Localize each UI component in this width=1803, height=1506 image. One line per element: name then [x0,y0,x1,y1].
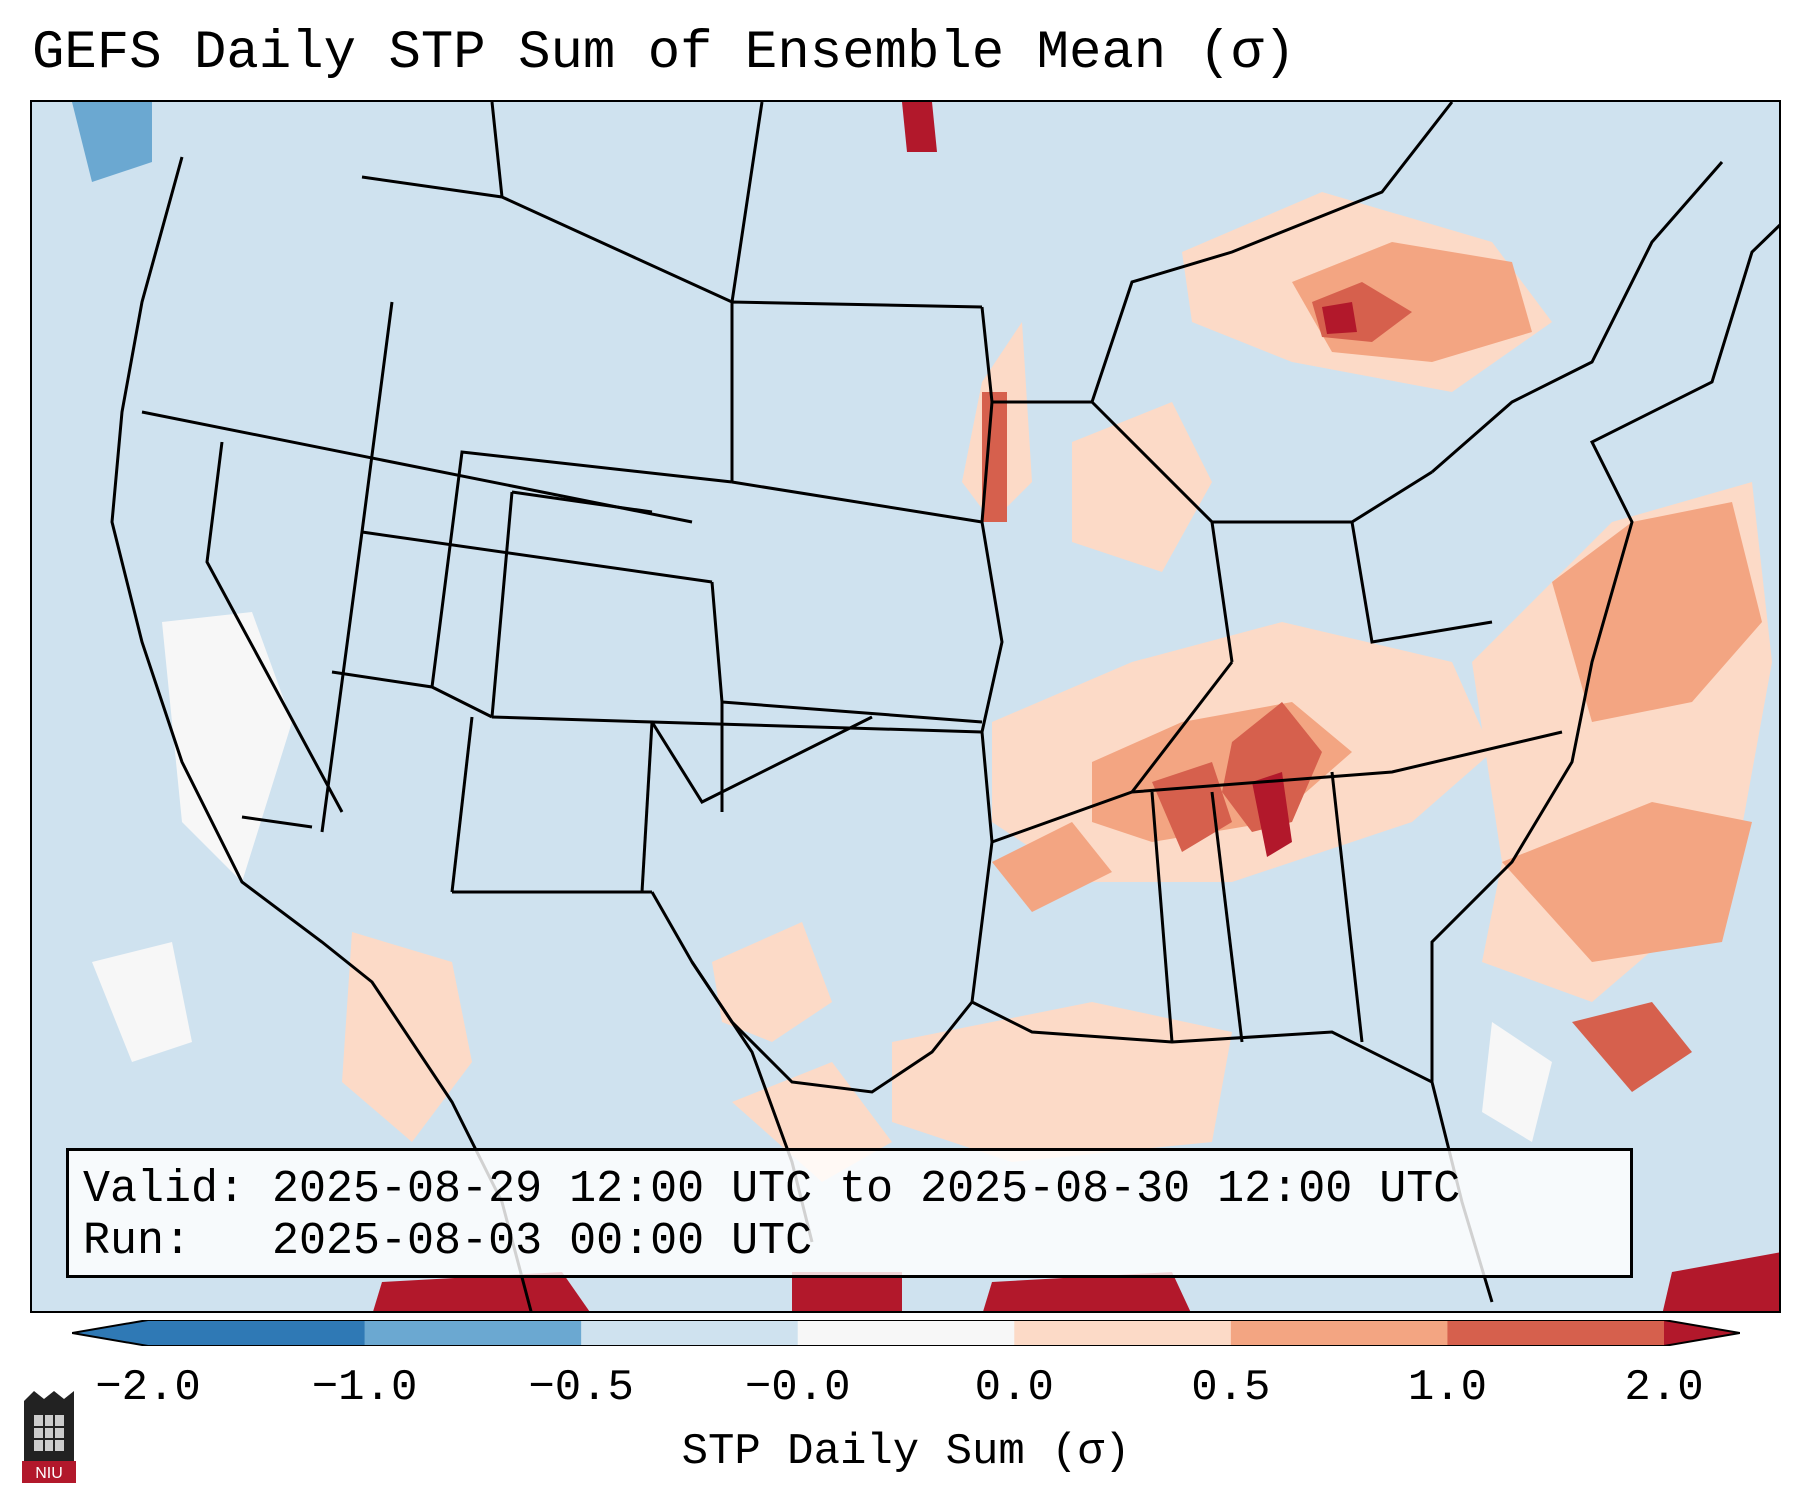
valid-time-text: Valid: 2025-08-29 12:00 UTC to 2025-08-3… [83,1164,1461,1215]
colorbar-segment [797,1320,1015,1346]
colorbar [72,1320,1740,1346]
colorbar-tick-label: −2.0 [95,1363,201,1413]
colorbar-tick-label: 0.0 [974,1363,1054,1413]
colorbar-tick-label: 2.0 [1624,1363,1704,1413]
colorbar-segment [1447,1320,1665,1346]
colorbar-extend-low [72,1320,148,1346]
colorbar-tick-label: −0.5 [528,1363,634,1413]
colorbar-segment [148,1320,366,1346]
state-borders [110,102,1779,1311]
colorbar-tick-label: 1.0 [1407,1363,1488,1413]
colorbar-tick-label: −1.0 [311,1363,418,1413]
niu-logo: NIU [22,1391,76,1483]
stp-shading [72,102,1779,1311]
colorbar-extend-high [1664,1320,1740,1346]
run-info-box: Valid: 2025-08-29 12:00 UTC to 2025-08-3… [66,1148,1633,1278]
colorbar-segment [1014,1320,1232,1346]
colorbar-segment [581,1320,799,1346]
stp-map [72,102,1779,1311]
colorbar-tick-label: −0.0 [744,1363,851,1413]
map-panel[interactable] [30,100,1781,1313]
run-time-text: Run: 2025-08-03 00:00 UTC [83,1216,813,1267]
map-title: GEFS Daily STP Sum of Ensemble Mean (σ) [32,23,1296,84]
colorbar-label: STP Daily Sum (σ) [681,1427,1131,1477]
colorbar-tick-label: 0.5 [1191,1363,1271,1413]
niu-logo-text: NIU [35,1465,63,1482]
colorbar-segment [1230,1320,1448,1346]
colorbar-segment [364,1320,582,1346]
